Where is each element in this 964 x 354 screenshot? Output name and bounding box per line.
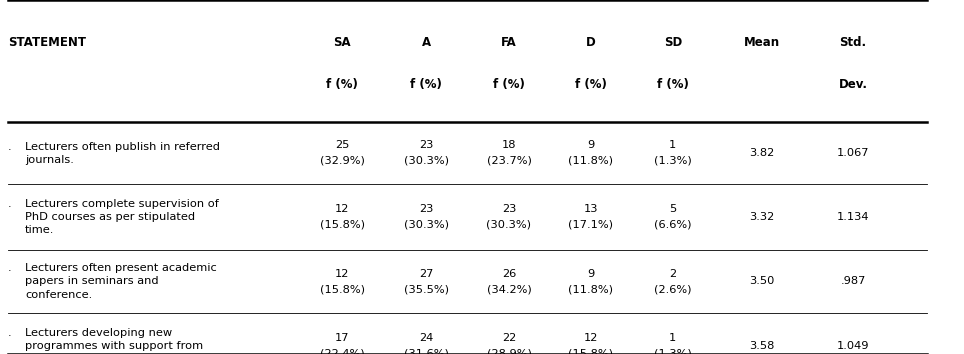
Text: (30.3%): (30.3%) <box>404 219 448 230</box>
Text: D: D <box>586 36 596 49</box>
Text: 5: 5 <box>669 204 677 214</box>
Text: Lecturers often publish in referred: Lecturers often publish in referred <box>25 142 220 152</box>
Text: 12: 12 <box>335 269 349 279</box>
Text: PhD courses as per stipulated: PhD courses as per stipulated <box>25 212 195 222</box>
Text: Dev.: Dev. <box>839 79 868 91</box>
Text: (34.2%): (34.2%) <box>487 284 531 294</box>
Text: (31.6%): (31.6%) <box>404 349 448 354</box>
Text: (1.3%): (1.3%) <box>654 349 692 354</box>
Text: time.: time. <box>25 225 54 235</box>
Text: (35.5%): (35.5%) <box>404 284 448 294</box>
Text: conference.: conference. <box>25 290 93 299</box>
Text: 18: 18 <box>501 140 517 150</box>
Text: (32.9%): (32.9%) <box>320 156 364 166</box>
Text: (2.6%): (2.6%) <box>655 284 691 294</box>
Text: Mean: Mean <box>743 36 780 49</box>
Text: SA: SA <box>334 36 351 49</box>
Text: 17: 17 <box>335 333 350 343</box>
Text: (30.3%): (30.3%) <box>404 156 448 166</box>
Text: 1: 1 <box>669 333 677 343</box>
Text: 24: 24 <box>419 333 433 343</box>
Text: f (%): f (%) <box>656 79 689 91</box>
Text: Std.: Std. <box>840 36 867 49</box>
Text: 25: 25 <box>335 140 349 150</box>
Text: 26: 26 <box>502 269 516 279</box>
Text: 23: 23 <box>419 140 433 150</box>
Text: journals.: journals. <box>25 155 74 165</box>
Text: 12: 12 <box>584 333 598 343</box>
Text: (30.3%): (30.3%) <box>487 219 531 230</box>
Text: Lecturers complete supervision of: Lecturers complete supervision of <box>25 199 219 209</box>
Text: (22.4%): (22.4%) <box>320 349 364 354</box>
Text: (6.6%): (6.6%) <box>655 219 691 230</box>
Text: .: . <box>8 199 12 209</box>
Text: 22: 22 <box>502 333 516 343</box>
Text: (15.8%): (15.8%) <box>320 284 364 294</box>
Text: 13: 13 <box>583 204 599 214</box>
Text: 23: 23 <box>419 204 433 214</box>
Text: 1.049: 1.049 <box>837 341 870 351</box>
Text: (17.1%): (17.1%) <box>569 219 613 230</box>
Text: (15.8%): (15.8%) <box>569 349 613 354</box>
Text: 3.58: 3.58 <box>749 341 774 351</box>
Text: SD: SD <box>664 36 682 49</box>
Text: 9: 9 <box>587 269 595 279</box>
Text: papers in seminars and: papers in seminars and <box>25 276 159 286</box>
Text: 12: 12 <box>335 204 349 214</box>
Text: .: . <box>8 328 12 338</box>
Text: 1: 1 <box>669 140 677 150</box>
Text: 9: 9 <box>587 140 595 150</box>
Text: A: A <box>421 36 431 49</box>
Text: 1.134: 1.134 <box>837 212 870 222</box>
Text: FA: FA <box>501 36 517 49</box>
Text: 3.82: 3.82 <box>749 148 774 158</box>
Text: .987: .987 <box>841 276 866 286</box>
Text: f (%): f (%) <box>493 79 525 91</box>
Text: 3.50: 3.50 <box>749 276 774 286</box>
Text: .: . <box>8 263 12 273</box>
Text: 3.32: 3.32 <box>749 212 774 222</box>
Text: 2: 2 <box>669 269 677 279</box>
Text: (11.8%): (11.8%) <box>569 284 613 294</box>
Text: (28.9%): (28.9%) <box>487 349 531 354</box>
Text: f (%): f (%) <box>575 79 607 91</box>
Text: 27: 27 <box>419 269 433 279</box>
Text: (15.8%): (15.8%) <box>320 219 364 230</box>
Text: f (%): f (%) <box>326 79 359 91</box>
Text: Lecturers often present academic: Lecturers often present academic <box>25 263 217 273</box>
Text: (11.8%): (11.8%) <box>569 156 613 166</box>
Text: Lecturers developing new: Lecturers developing new <box>25 328 173 338</box>
Text: (1.3%): (1.3%) <box>654 156 692 166</box>
Text: STATEMENT: STATEMENT <box>8 36 86 49</box>
Text: (23.7%): (23.7%) <box>487 156 531 166</box>
Text: f (%): f (%) <box>410 79 442 91</box>
Text: programmes with support from: programmes with support from <box>25 341 203 351</box>
Text: .: . <box>8 142 12 152</box>
Text: 1.067: 1.067 <box>837 148 870 158</box>
Text: 23: 23 <box>502 204 516 214</box>
